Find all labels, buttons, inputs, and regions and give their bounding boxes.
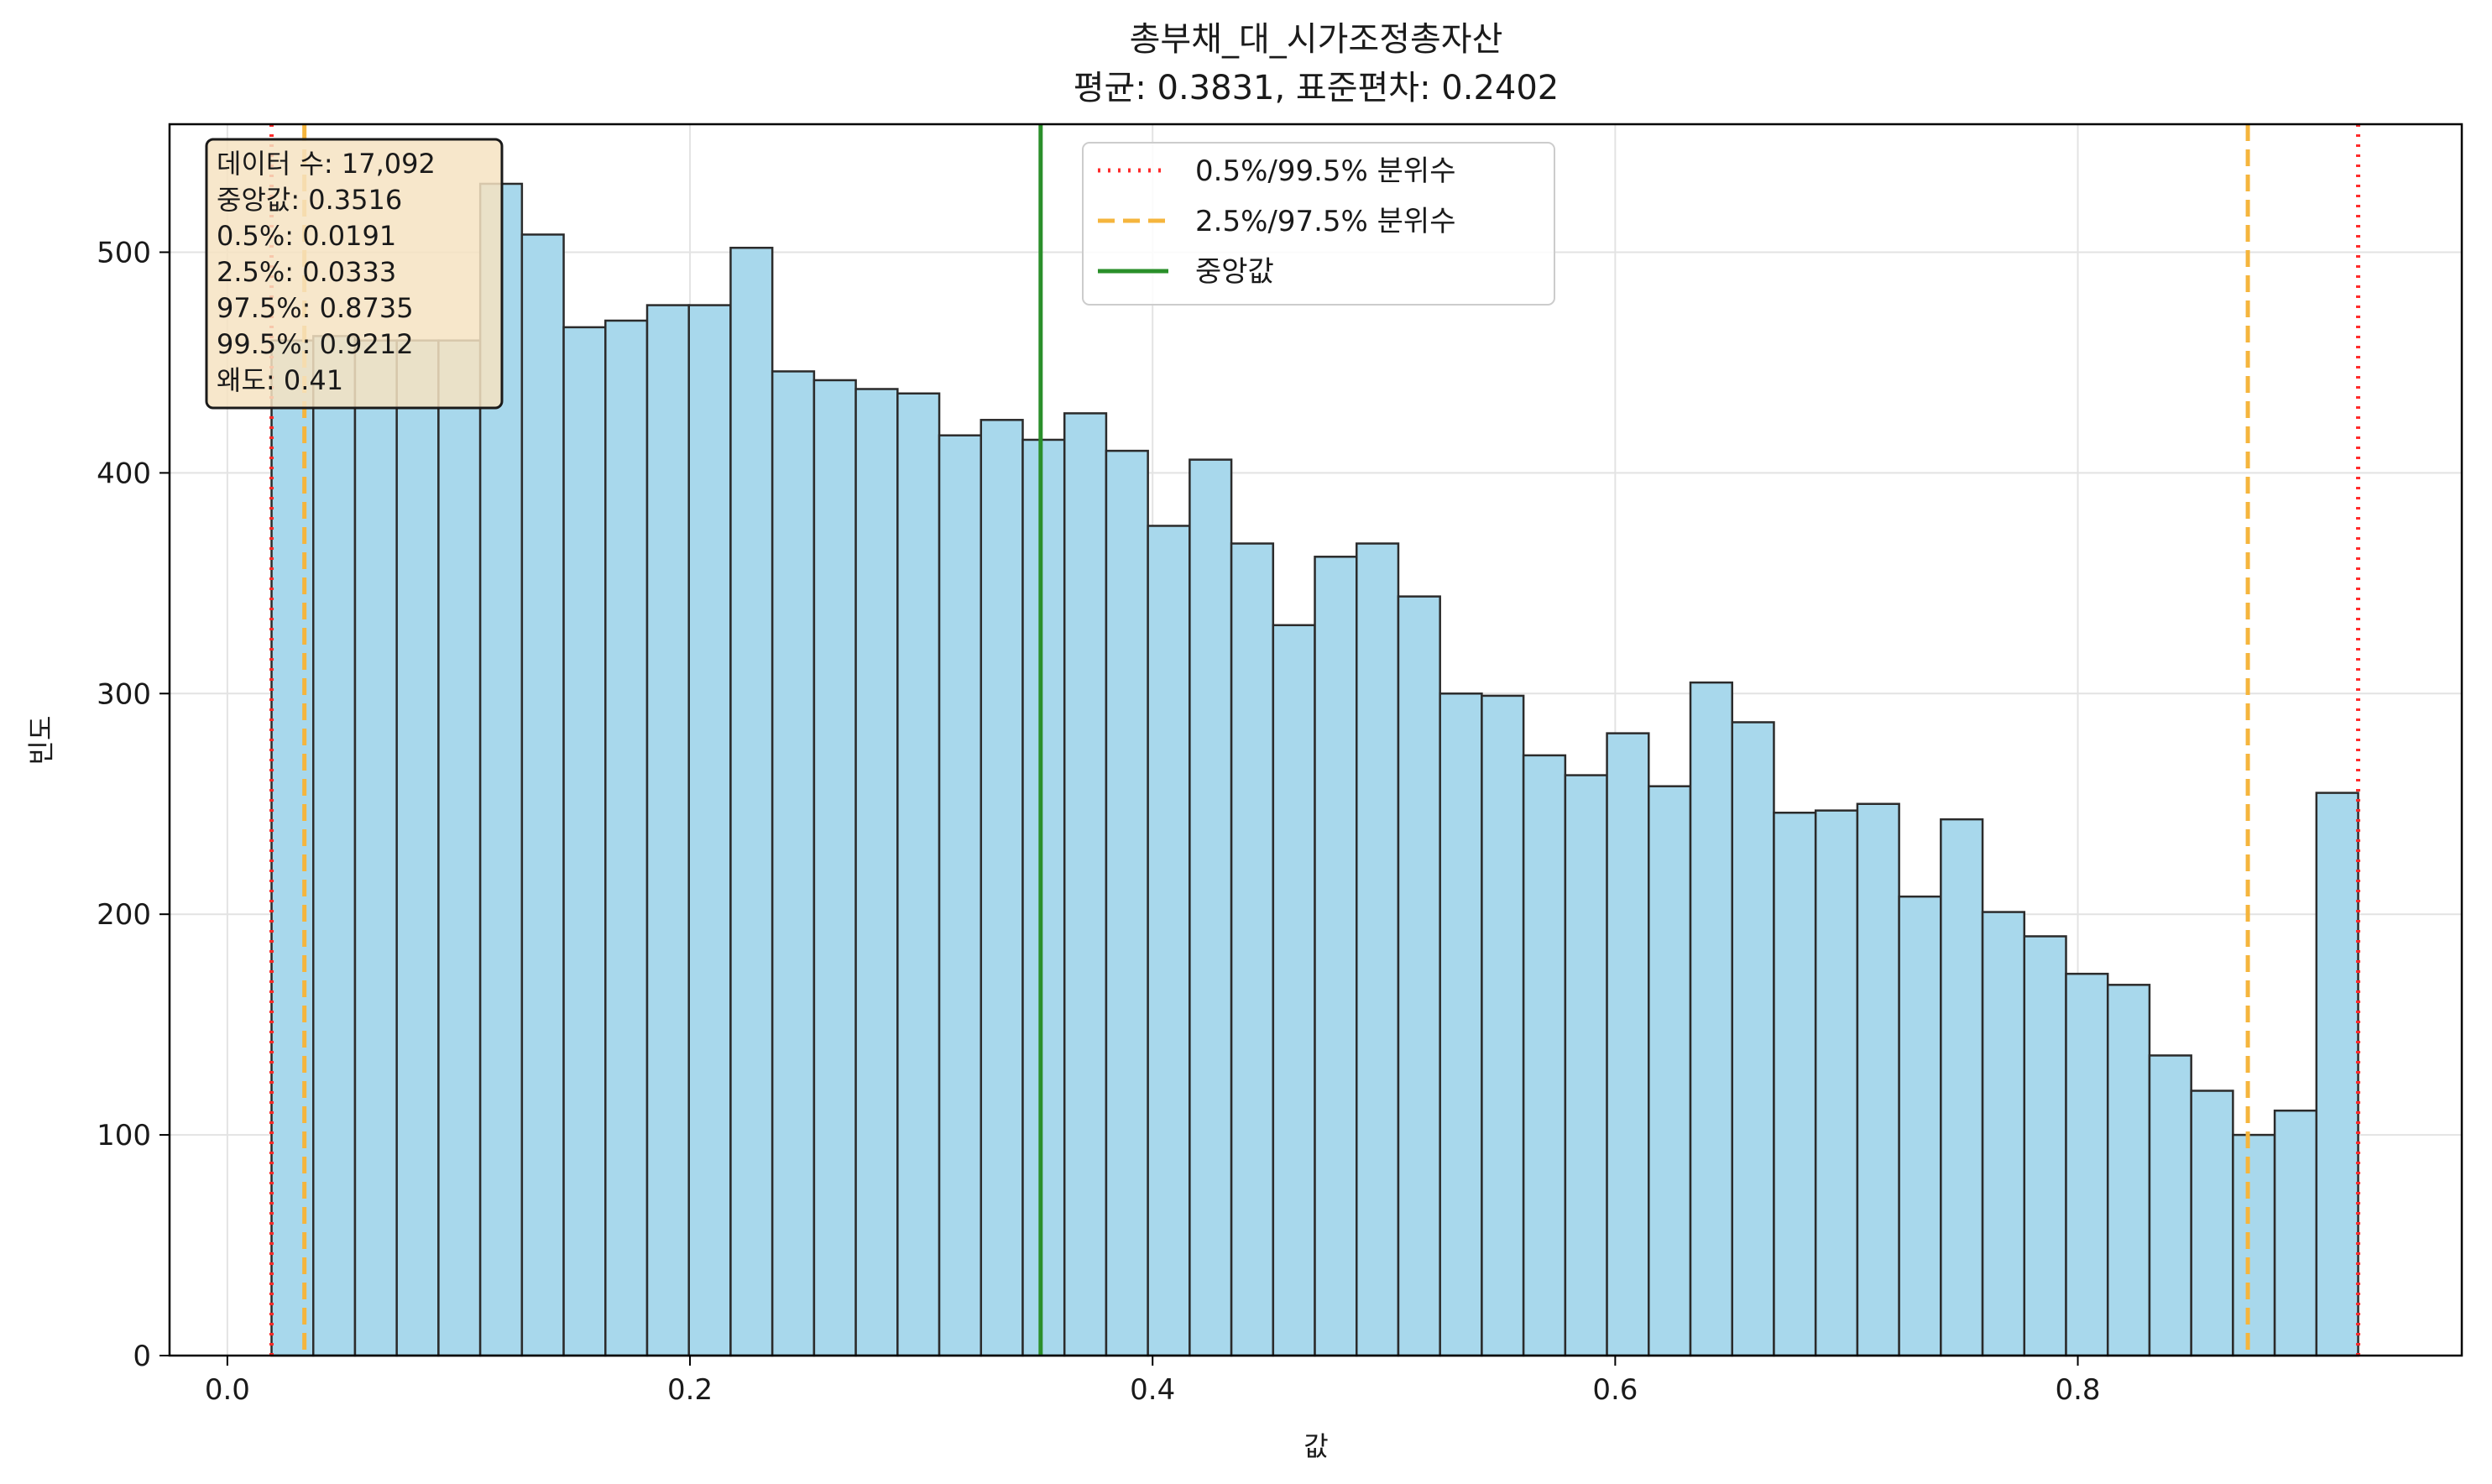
histogram-bar [729, 246, 774, 1357]
histogram-bar [645, 304, 690, 1357]
histogram-bar [1147, 525, 1191, 1357]
histogram-bar [2190, 1089, 2234, 1357]
x-axis-ticks: 0.0 0.2 0.4 0.6 0.8 [205, 1356, 2101, 1407]
x-axis-label: 값 [1303, 1430, 1328, 1462]
histogram-bar [2315, 792, 2359, 1357]
legend-label: 중앙값 [1195, 255, 1274, 289]
histogram-bar [2065, 972, 2109, 1357]
legend-frame [1082, 142, 1555, 306]
histogram-bar [771, 370, 816, 1357]
histogram-bar [604, 319, 649, 1357]
histogram-bar [812, 379, 857, 1357]
y-tick-label: 500 [97, 236, 151, 269]
histogram-bar [312, 335, 357, 1357]
histogram-bar [980, 419, 1024, 1357]
chart-subtitle: 평균: 0.3831, 표준편차: 0.2402 [1074, 69, 1559, 107]
y-tick-label: 300 [97, 677, 151, 711]
histogram-bar [1606, 732, 1650, 1357]
stats-box: 데이터 수: 17,092 중앙값: 0.3516 0.5%: 0.0191 2.5%… [205, 138, 504, 410]
histogram-bar [353, 339, 398, 1357]
y-tick-label: 400 [97, 457, 151, 490]
histogram-bar [1481, 694, 1525, 1357]
histogram-bar [1439, 692, 1483, 1357]
histogram-bar [1105, 449, 1149, 1357]
y-axis-ticks: 0 100 200 300 400 500 [97, 236, 170, 1373]
histogram-bar [1063, 412, 1108, 1357]
histogram-bar [1272, 624, 1316, 1357]
histogram-bar [1230, 542, 1275, 1357]
histogram-bar [2148, 1054, 2192, 1357]
x-tick-label: 0.4 [1130, 1373, 1175, 1407]
stats-line: 데이터 수: 17,092 [217, 148, 436, 180]
histogram-bar [1898, 895, 1942, 1357]
histogram-bar [896, 392, 941, 1357]
histogram-bar [1689, 681, 1733, 1357]
histogram-bar [270, 339, 315, 1357]
histogram-bar [1814, 809, 1859, 1357]
histogram-bar [1981, 911, 2026, 1357]
histogram-bar [1773, 812, 1817, 1357]
histogram-bar [1940, 818, 1984, 1357]
histogram-bar [520, 233, 565, 1357]
histogram-bar [1021, 438, 1066, 1357]
histogram-bar [2232, 1133, 2276, 1357]
histogram-bar [1856, 802, 1900, 1357]
legend-label: 0.5%/99.5% 분위수 [1195, 154, 1456, 188]
y-tick-label: 200 [97, 898, 151, 932]
histogram-bar [1731, 721, 1775, 1357]
plot-frame [168, 123, 2463, 1357]
stats-line: 왜도: 0.41 [217, 364, 343, 396]
histogram-bar [395, 339, 440, 1357]
histogram-bar [1522, 754, 1567, 1357]
histogram-bar [1314, 556, 1358, 1357]
histogram-bar [1189, 458, 1233, 1357]
histogram-bar [2273, 1109, 2318, 1357]
histogram-bar [687, 304, 732, 1357]
histogram-bar [1397, 595, 1441, 1357]
x-tick-label: 0.2 [667, 1373, 713, 1407]
x-tick-label: 0.8 [2055, 1373, 2100, 1407]
histogram-bar [2106, 984, 2151, 1357]
legend-label: 2.5%/97.5% 분위수 [1195, 205, 1456, 238]
x-tick-label: 0.6 [1592, 1373, 1638, 1407]
stats-line: 99.5%: 0.9212 [217, 328, 414, 360]
chart-title: 총부채_대_시가조정총자산 [1130, 20, 1503, 59]
histogram-bar [2023, 935, 2067, 1357]
histogram-bar [1356, 542, 1400, 1357]
x-tick-label: 0.0 [205, 1373, 250, 1407]
histogram-bar [938, 434, 983, 1357]
stats-line: 0.5%: 0.0191 [217, 220, 396, 252]
stats-box-frame [205, 138, 504, 410]
histogram-bar [437, 339, 482, 1357]
stats-line: 2.5%: 0.0333 [217, 256, 396, 288]
y-tick-label: 0 [133, 1340, 151, 1373]
histogram-bar [562, 326, 607, 1357]
histogram-bar [1564, 774, 1608, 1357]
y-axis-label: 빈도 [25, 716, 57, 766]
histogram-bar [854, 388, 899, 1357]
stats-line: 97.5%: 0.8735 [217, 292, 414, 324]
histogram-bars [270, 182, 2359, 1357]
y-tick-label: 100 [97, 1119, 151, 1152]
histogram-bar [1648, 785, 1692, 1357]
stats-line: 중앙값: 0.3516 [217, 184, 402, 216]
